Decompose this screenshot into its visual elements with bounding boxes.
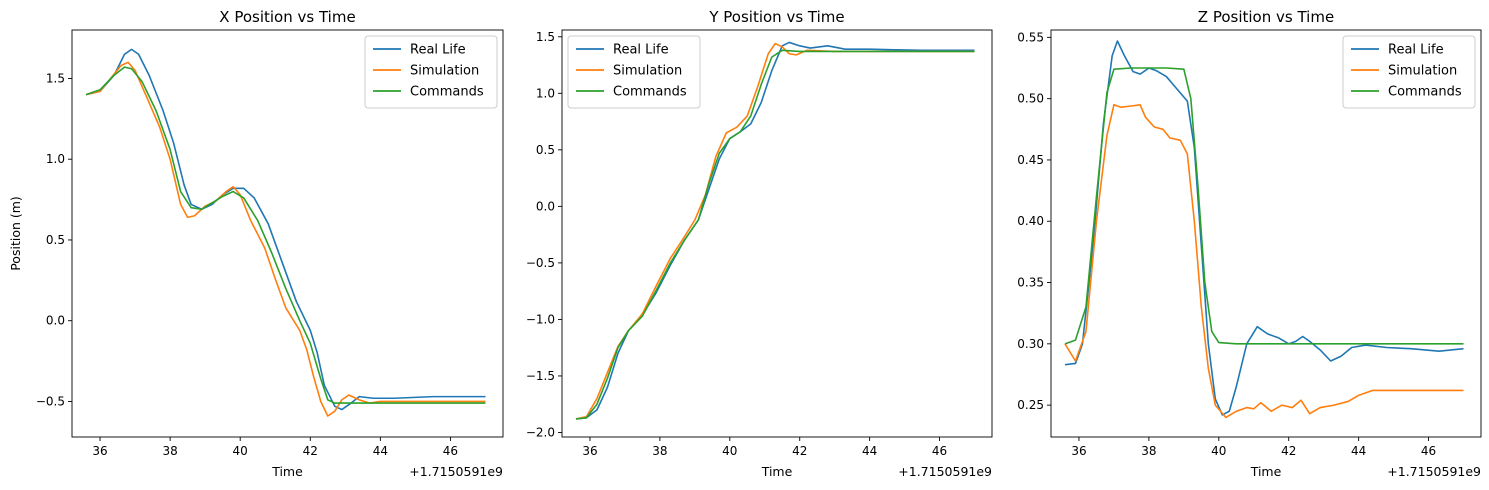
legend-label: Simulation xyxy=(1388,64,1457,79)
y-tick-label: 0.40 xyxy=(1017,214,1044,228)
legend-label: Real Life xyxy=(410,43,466,58)
legend-label: Real Life xyxy=(1388,43,1444,58)
x-tick-label: 38 xyxy=(162,444,177,458)
y-tick-label: 1.5 xyxy=(536,30,555,44)
y-tick-label: 0.30 xyxy=(1017,337,1044,351)
subplot-3: 36 38 40 42 44 46 0.25 0.30 0.35 0.40 0.45 0.50 0.55… xyxy=(1017,8,1482,479)
x-tick-label: 42 xyxy=(792,444,807,458)
series-line-sim xyxy=(1064,103,1464,419)
x-tick-label: 40 xyxy=(1211,444,1226,458)
x-tick-label: 46 xyxy=(932,444,947,458)
chart-title: Y Position vs Time xyxy=(708,8,844,26)
legend-label: Simulation xyxy=(410,64,479,79)
x-tick-label: 44 xyxy=(862,444,877,458)
legend-label: Commands xyxy=(410,85,484,100)
y-tick-label: 0.45 xyxy=(1017,153,1044,167)
x-tick-label: 38 xyxy=(652,444,667,458)
x-tick-label: 42 xyxy=(1281,444,1296,458)
subplot-1: 36 38 40 42 44 46 −0.5 0.0 0.5 1.0 1.5 X Position v… xyxy=(8,8,504,479)
legend-label: Commands xyxy=(1388,85,1462,100)
y-tick-label: −2.0 xyxy=(526,425,555,439)
legend-label: Commands xyxy=(613,85,687,100)
x-axis-label: Time xyxy=(1250,464,1282,479)
y-tick-label: 0.5 xyxy=(46,233,65,247)
y-tick-label: −0.5 xyxy=(526,256,555,270)
y-tick-label: 1.0 xyxy=(536,86,555,100)
axes-frame xyxy=(561,29,993,438)
x-offset-label: +1.7150591e9 xyxy=(409,464,503,479)
y-tick-label: 0.5 xyxy=(536,143,555,157)
y-tick-label: 1.0 xyxy=(46,152,65,166)
y-tick-label: −1.0 xyxy=(526,312,555,326)
chart-title: X Position vs Time xyxy=(219,8,355,26)
legend-box xyxy=(1342,35,1476,109)
x-axis-label: Time xyxy=(271,464,303,479)
x-tick-label: 42 xyxy=(303,444,318,458)
y-axis-label: Position (m) xyxy=(8,196,23,271)
y-tick-label: 0.50 xyxy=(1017,92,1044,106)
subplot-2: 36 38 40 42 44 46 −2.0 −1.5 −1.0 −0.5 0.0 0.5 1.0 1.5… xyxy=(526,8,993,479)
axes-frame xyxy=(1050,29,1482,438)
y-tick-label: −0.5 xyxy=(36,394,65,408)
x-tick-label: 44 xyxy=(373,444,388,458)
x-tick-label: 46 xyxy=(1421,444,1436,458)
series-line-cmd xyxy=(575,49,975,420)
legend-box xyxy=(364,35,498,109)
y-tick-label: 0.0 xyxy=(536,199,555,213)
legend: Real Life Simulation Commands xyxy=(364,35,498,109)
x-tick-label: 36 xyxy=(1071,444,1086,458)
series-line-cmd xyxy=(1064,67,1464,345)
y-tick-label: 0.25 xyxy=(1017,398,1044,412)
series-line-sim xyxy=(85,61,486,417)
legend-label: Simulation xyxy=(613,64,682,79)
legend-box xyxy=(567,35,701,109)
x-tick-label: 36 xyxy=(582,444,597,458)
chart-title: Z Position vs Time xyxy=(1198,8,1334,26)
y-tick-label: −1.5 xyxy=(526,369,555,383)
y-tick-label: 1.5 xyxy=(46,71,65,85)
legend: Real Life Simulation Commands xyxy=(1342,35,1476,109)
x-tick-label: 38 xyxy=(1141,444,1156,458)
series-line-real xyxy=(85,48,486,411)
x-tick-label: 44 xyxy=(1351,444,1366,458)
x-offset-label: +1.7150591e9 xyxy=(898,464,992,479)
x-tick-label: 40 xyxy=(722,444,737,458)
x-offset-label: +1.7150591e9 xyxy=(1387,464,1481,479)
y-tick-label: 0.0 xyxy=(46,314,65,328)
series-line-real xyxy=(1064,40,1464,416)
x-tick-label: 46 xyxy=(443,444,458,458)
legend: Real Life Simulation Commands xyxy=(567,35,701,109)
series-line-cmd xyxy=(85,66,486,404)
y-tick-label: 0.55 xyxy=(1017,30,1044,44)
axes-frame xyxy=(71,29,504,438)
y-tick-label: 0.35 xyxy=(1017,276,1044,290)
x-tick-label: 40 xyxy=(233,444,248,458)
x-tick-label: 36 xyxy=(92,444,107,458)
legend-label: Real Life xyxy=(613,43,669,58)
x-axis-label: Time xyxy=(761,464,793,479)
